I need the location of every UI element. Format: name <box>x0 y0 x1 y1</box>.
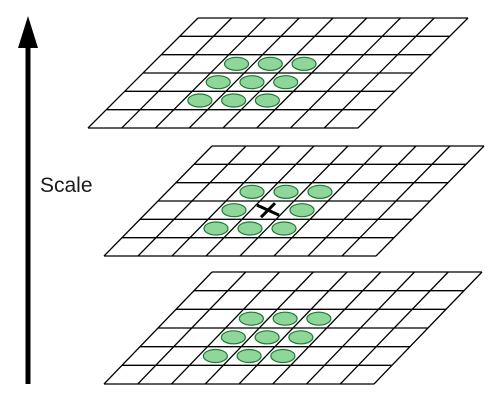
candidate-keypoint-marker <box>256 202 280 219</box>
grid-col-line <box>272 271 382 385</box>
extremum-blob <box>203 221 229 236</box>
upper-scale-grid <box>87 17 469 129</box>
extremum-blob <box>272 311 298 326</box>
grid-col-line <box>137 271 247 385</box>
extremum-blob <box>239 184 265 199</box>
scale-arrow <box>18 16 38 384</box>
extremum-blob <box>237 221 263 236</box>
scale-label: Scale <box>40 174 93 197</box>
extremum-blob <box>205 75 231 90</box>
extremum-blob <box>220 330 246 345</box>
extremum-blob <box>238 311 264 326</box>
extremum-blob <box>270 348 296 364</box>
scale-layers <box>87 17 485 385</box>
extremum-blob <box>273 184 299 199</box>
grid-col-line <box>205 145 315 257</box>
grid-col-line <box>171 271 280 385</box>
grid-col-line <box>306 271 415 385</box>
extremum-blob <box>271 221 297 236</box>
grid-col-line <box>137 145 247 257</box>
grid-col-line <box>339 271 449 385</box>
middle-scale-grid <box>103 145 485 257</box>
grid-col-line <box>323 17 435 129</box>
grid-col-line <box>273 145 383 257</box>
extremum-blob <box>221 203 247 218</box>
extremum-blob <box>187 93 213 108</box>
grid-col-line <box>171 145 281 257</box>
grid-col-line <box>357 17 469 129</box>
lower-scale-grid <box>103 271 483 385</box>
extremum-blob <box>306 311 332 326</box>
grid-col-line <box>256 17 368 129</box>
grid-col-line <box>238 271 348 385</box>
grid-col-line <box>307 145 417 257</box>
extremum-blob <box>236 348 262 364</box>
grid-col-line <box>222 17 334 129</box>
extremum-blob <box>254 93 280 108</box>
extremum-blob <box>291 56 317 71</box>
extremum-blob <box>221 93 247 108</box>
extremum-blob <box>202 348 228 364</box>
grid-col-line <box>373 271 483 385</box>
extremum-blob <box>254 330 280 345</box>
grid-col-line <box>239 145 349 257</box>
grid-col-line <box>103 271 213 385</box>
extremum-blob <box>273 75 299 90</box>
grid-col-line <box>188 17 300 129</box>
grid-col-line <box>103 145 213 257</box>
grid-col-line <box>87 17 199 129</box>
grid-col-line <box>375 145 485 257</box>
marker-stroke-b <box>259 202 277 219</box>
grid-col-line <box>155 17 266 129</box>
extremum-blob <box>257 56 283 71</box>
grid-col-line <box>341 145 451 257</box>
grid-col-line <box>204 271 314 385</box>
grid-col-line <box>290 17 401 129</box>
extremum-blob <box>289 203 315 218</box>
extremum-blob <box>288 330 314 345</box>
arrow-head <box>18 16 38 48</box>
extremum-blob <box>223 56 250 71</box>
extremum-blob <box>239 75 265 90</box>
extremum-blob <box>307 184 333 199</box>
grid-col-line <box>121 17 233 129</box>
